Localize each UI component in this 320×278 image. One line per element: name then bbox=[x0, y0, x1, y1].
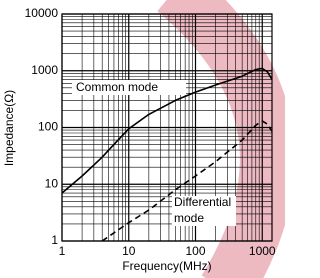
x-tick-label: 100 bbox=[185, 244, 205, 258]
x-tick-label: 1 bbox=[59, 244, 66, 258]
y-tick-label: 1000 bbox=[31, 63, 58, 77]
y-axis-label: Impedance(Ω) bbox=[2, 90, 16, 166]
x-axis-label: Frequency(MHz) bbox=[122, 259, 211, 273]
y-tick-label: 100 bbox=[38, 120, 58, 134]
annotation: Differential bbox=[174, 195, 231, 209]
x-tick-label: 1000 bbox=[249, 244, 276, 258]
annotation: Common mode bbox=[76, 80, 158, 94]
y-tick-label: 10000 bbox=[25, 6, 59, 20]
x-tick-label: 10 bbox=[122, 244, 136, 258]
annotation: mode bbox=[174, 211, 204, 225]
chart: Common mode Differential mode Frequency(… bbox=[0, 0, 285, 278]
y-tick-label: 1 bbox=[51, 233, 58, 247]
y-tick-label: 10 bbox=[45, 176, 59, 190]
